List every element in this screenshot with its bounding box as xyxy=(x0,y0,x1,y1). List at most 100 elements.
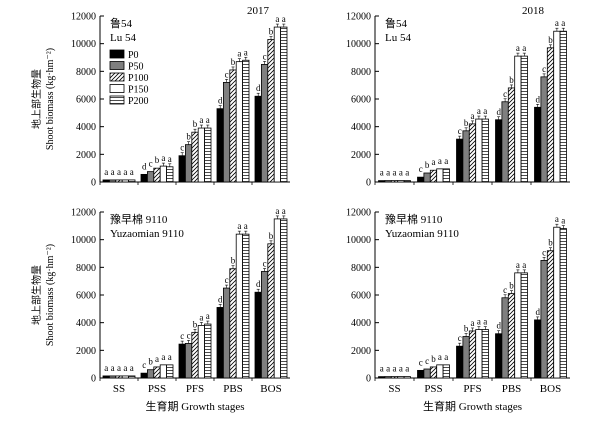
significance-label: b xyxy=(231,256,236,266)
legend-label-p100: P100 xyxy=(128,73,149,84)
significance-label: a xyxy=(522,260,526,270)
y-tick-label: 6000 xyxy=(351,291,371,302)
bar-pss-p50 xyxy=(423,172,431,183)
significance-label: a xyxy=(244,47,248,57)
significance-label: a xyxy=(275,206,279,216)
bar-pfs-p200 xyxy=(204,323,212,379)
significance-label: d xyxy=(535,307,540,317)
significance-label: a xyxy=(516,260,520,270)
significance-label: a xyxy=(393,364,397,374)
significance-label: b xyxy=(509,281,514,291)
y-tick-label: 8000 xyxy=(76,67,96,78)
bar-pbs-p150 xyxy=(514,272,522,379)
y-tick-label: 8000 xyxy=(351,263,371,274)
bar-ss-p50 xyxy=(109,179,117,183)
bar-ss-p0 xyxy=(378,376,386,379)
significance-label: a xyxy=(282,206,286,216)
significance-label: a xyxy=(237,221,241,231)
y-tick-label: 6000 xyxy=(76,291,96,302)
significance-label: c xyxy=(263,258,267,268)
y-tick-label: 2000 xyxy=(351,150,371,161)
significance-label: a xyxy=(386,364,390,374)
significance-label: b xyxy=(186,132,191,142)
legend-swatch-p50 xyxy=(109,61,125,70)
y-tick-label: 2000 xyxy=(76,346,96,357)
bar-pss-p150 xyxy=(436,168,444,183)
legend-swatch-p0 xyxy=(109,49,125,59)
significance-label: b xyxy=(155,155,160,165)
significance-label: a xyxy=(561,216,565,226)
x-tick-label: BOS xyxy=(540,383,561,395)
bar-pbs-p0 xyxy=(495,333,503,379)
bar-ss-p200 xyxy=(403,376,411,379)
y-tick-label: 2000 xyxy=(76,150,96,161)
bar-bos-p100 xyxy=(546,250,555,379)
y-tick-label: 12000 xyxy=(71,208,96,219)
bar-pss-p0 xyxy=(140,372,148,379)
x-tick-label: PBS xyxy=(223,383,243,395)
significance-label: b xyxy=(193,119,198,129)
y-tick-label: 10000 xyxy=(346,39,371,50)
significance-label: a xyxy=(399,168,403,178)
bar-ss-p100 xyxy=(115,179,123,183)
bar-pss-p100 xyxy=(429,169,438,183)
y-tick-label: 0 xyxy=(366,178,371,189)
significance-label: a xyxy=(111,363,115,373)
significance-label: a xyxy=(477,317,481,327)
significance-label: a xyxy=(130,363,134,373)
bar-pss-p50 xyxy=(146,369,155,379)
significance-label: a xyxy=(244,221,248,231)
bar-ss-p200 xyxy=(128,179,136,183)
significance-label: a xyxy=(237,49,241,59)
significance-label: a xyxy=(117,167,121,177)
y-tick-label: 8000 xyxy=(76,263,96,274)
significance-label: a xyxy=(380,168,384,178)
significance-label: c xyxy=(503,89,507,99)
significance-label: c xyxy=(419,357,423,367)
y-tick-label: 4000 xyxy=(76,318,96,329)
bar-ss-p100 xyxy=(390,376,399,379)
bar-bos-p0 xyxy=(254,95,262,183)
significance-label: a xyxy=(123,363,127,373)
panel-year: 2018 xyxy=(522,5,545,17)
x-axis-title: 生育期 Growth stages xyxy=(423,399,522,413)
bar-pfs-p200 xyxy=(204,127,212,183)
bar-pfs-p0 xyxy=(178,343,186,379)
significance-label: a xyxy=(161,352,165,362)
panel-year: 2017 xyxy=(247,5,270,17)
bar-pss-p200 xyxy=(166,166,174,183)
bar-pss-p50 xyxy=(423,368,431,379)
x-tick-label: SS xyxy=(388,383,400,395)
significance-label: a xyxy=(483,317,487,327)
significance-label: a xyxy=(199,115,203,125)
bar-pss-p0 xyxy=(140,173,148,183)
bar-pfs-p50 xyxy=(462,336,470,379)
significance-label: a xyxy=(522,43,526,53)
bar-pbs-p0 xyxy=(216,307,224,379)
significance-label: c xyxy=(542,64,546,74)
bar-ss-p150 xyxy=(121,179,129,183)
cultivar-name-en: Yuzaomian 9110 xyxy=(110,228,184,240)
y-tick-label: 12000 xyxy=(71,12,96,23)
bar-bos-p150 xyxy=(273,218,282,379)
significance-label: a xyxy=(483,106,487,116)
bar-ss-p50 xyxy=(384,180,392,183)
bar-bos-p100 xyxy=(267,243,275,379)
significance-label: a xyxy=(444,352,448,362)
bar-bos-p150 xyxy=(553,226,561,379)
y-tick-label: 10000 xyxy=(71,39,96,50)
significance-label: a xyxy=(123,167,127,177)
bar-pfs-p0 xyxy=(456,345,464,379)
bar-ss-p200 xyxy=(403,180,411,183)
significance-label: b xyxy=(548,35,553,45)
bar-pss-p150 xyxy=(159,364,167,379)
bar-bos-p0 xyxy=(254,291,262,379)
significance-label: c xyxy=(149,159,153,169)
significance-label: b xyxy=(431,354,436,364)
significance-label: a xyxy=(104,167,108,177)
y-axis-title-cn: 地上部生物量 xyxy=(30,69,43,129)
